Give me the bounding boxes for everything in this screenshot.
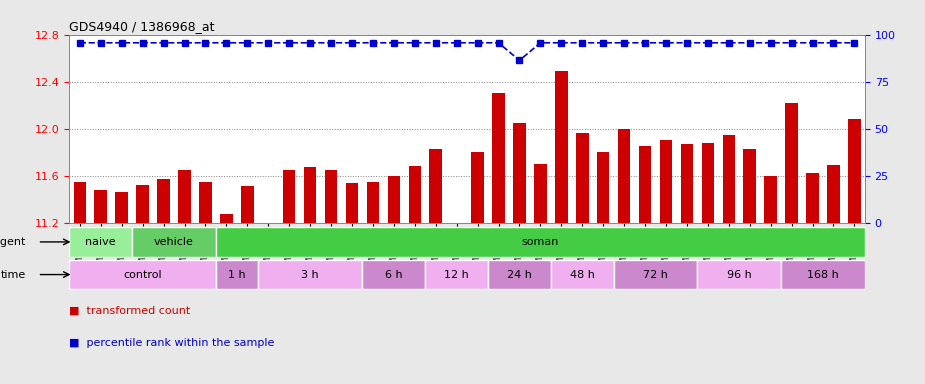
Bar — [701, 143, 714, 223]
Bar — [258, 260, 363, 289]
Bar — [409, 166, 421, 223]
Bar — [94, 190, 107, 223]
Bar — [555, 71, 568, 223]
Bar — [136, 185, 149, 223]
Bar — [697, 260, 781, 289]
Bar — [472, 152, 484, 223]
Text: 24 h: 24 h — [507, 270, 532, 280]
Bar — [216, 260, 258, 289]
Bar — [220, 215, 233, 223]
Text: time: time — [0, 270, 26, 280]
Bar — [534, 164, 547, 223]
Text: 12 h: 12 h — [444, 270, 469, 280]
Bar — [426, 260, 488, 289]
Bar — [639, 146, 651, 223]
Bar — [492, 93, 505, 223]
Bar — [179, 170, 191, 223]
Text: 168 h: 168 h — [808, 270, 839, 280]
Bar — [132, 227, 216, 257]
Bar — [241, 186, 253, 223]
Bar — [660, 141, 672, 223]
Bar — [74, 182, 86, 223]
Bar — [807, 173, 819, 223]
Bar — [303, 167, 316, 223]
Bar — [388, 176, 401, 223]
Bar — [488, 260, 551, 289]
Bar — [157, 179, 170, 223]
Bar — [848, 119, 860, 223]
Text: vehicle: vehicle — [154, 237, 194, 247]
Bar — [576, 133, 588, 223]
Bar — [513, 123, 525, 223]
Bar — [69, 260, 216, 289]
Bar — [827, 165, 840, 223]
Bar — [618, 129, 631, 223]
Bar — [597, 152, 610, 223]
Text: ■  percentile rank within the sample: ■ percentile rank within the sample — [69, 338, 275, 348]
Text: 96 h: 96 h — [727, 270, 752, 280]
Bar — [551, 260, 613, 289]
Bar — [69, 227, 132, 257]
Text: 48 h: 48 h — [570, 270, 595, 280]
Text: soman: soman — [522, 237, 559, 247]
Text: agent: agent — [0, 237, 26, 247]
Bar — [681, 144, 693, 223]
Bar — [781, 260, 865, 289]
Bar — [283, 170, 295, 223]
Bar — [722, 134, 735, 223]
Text: 72 h: 72 h — [643, 270, 668, 280]
Text: 3 h: 3 h — [302, 270, 319, 280]
Bar — [429, 149, 442, 223]
Bar — [325, 170, 338, 223]
Text: ■  transformed count: ■ transformed count — [69, 305, 191, 315]
Bar — [366, 182, 379, 223]
Bar — [116, 192, 128, 223]
Text: 6 h: 6 h — [385, 270, 402, 280]
Text: 1 h: 1 h — [228, 270, 246, 280]
Bar — [785, 103, 798, 223]
Text: control: control — [123, 270, 162, 280]
Text: GDS4940 / 1386968_at: GDS4940 / 1386968_at — [69, 20, 215, 33]
Text: naive: naive — [85, 237, 117, 247]
Bar — [346, 183, 358, 223]
Bar — [363, 260, 426, 289]
Bar — [216, 227, 865, 257]
Bar — [764, 176, 777, 223]
Bar — [199, 182, 212, 223]
Bar — [744, 149, 756, 223]
Bar — [613, 260, 697, 289]
